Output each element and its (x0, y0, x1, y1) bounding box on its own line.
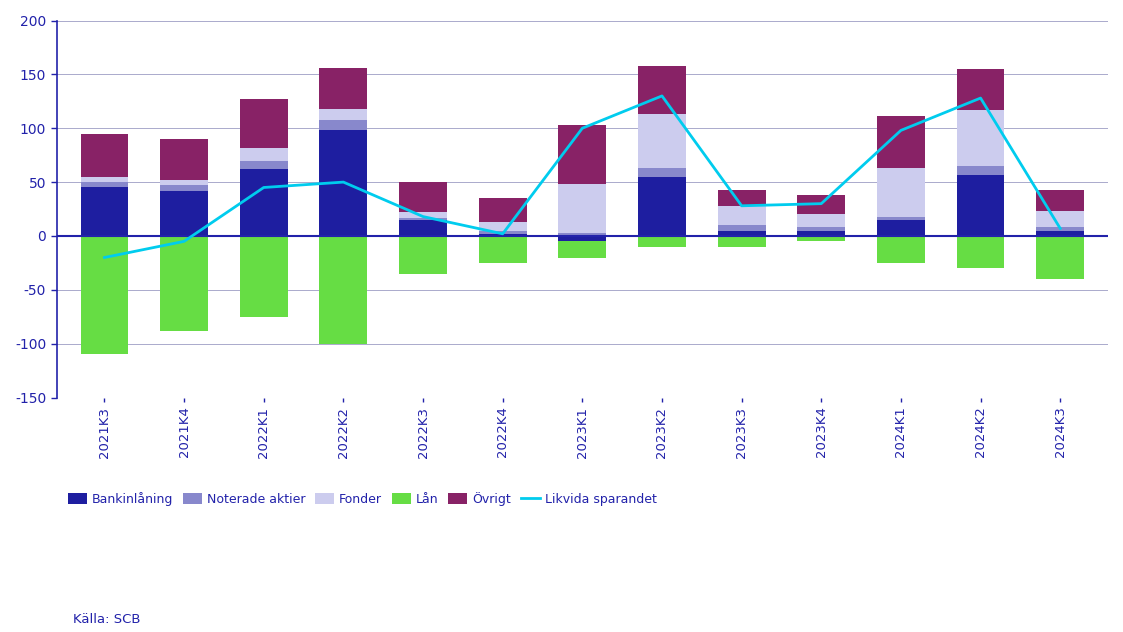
Bar (399, 212, 447, 217)
Bar (718, 236, 766, 246)
Bar (161, 236, 208, 331)
Bar (558, 125, 606, 185)
Bar (877, 220, 925, 236)
Bar (240, 236, 287, 317)
Bar (478, 198, 527, 222)
Text: Källa: SCB: Källa: SCB (73, 612, 140, 626)
Bar (1037, 231, 1084, 236)
Bar (877, 236, 925, 263)
Bar (161, 185, 208, 191)
Bar (877, 217, 925, 220)
Bar (797, 231, 846, 236)
Bar (877, 116, 925, 168)
Bar (478, 236, 527, 263)
Bar (957, 174, 1004, 236)
Bar (161, 139, 208, 180)
Bar (797, 228, 846, 231)
Bar (957, 69, 1004, 110)
Bar (638, 168, 686, 177)
Bar (957, 236, 1004, 268)
Bar (558, 236, 606, 241)
Bar (718, 231, 766, 236)
Bar (240, 161, 287, 169)
Bar (1037, 236, 1084, 279)
Bar (718, 225, 766, 231)
Bar (1037, 211, 1084, 228)
Bar (81, 188, 128, 236)
Bar (320, 68, 367, 109)
Bar (161, 191, 208, 236)
Bar (718, 190, 766, 206)
Bar (877, 168, 925, 217)
Bar (81, 177, 128, 182)
Bar (957, 166, 1004, 174)
Bar (638, 236, 686, 246)
Bar (81, 236, 128, 355)
Bar (240, 99, 287, 148)
Bar (320, 130, 367, 236)
Bar (320, 236, 367, 344)
Bar (399, 220, 447, 236)
Bar (478, 231, 527, 234)
Bar (320, 119, 367, 130)
Bar (320, 109, 367, 119)
Bar (638, 66, 686, 114)
Legend: Bankinlåning, Noterade aktier, Fonder, Lån, Övrigt, Likvida sparandet: Bankinlåning, Noterade aktier, Fonder, L… (63, 487, 661, 511)
Bar (161, 180, 208, 185)
Bar (478, 222, 527, 231)
Bar (718, 206, 766, 225)
Bar (1037, 190, 1084, 211)
Bar (558, 185, 606, 233)
Bar (957, 110, 1004, 166)
Bar (399, 217, 447, 220)
Bar (638, 177, 686, 236)
Bar (399, 182, 447, 212)
Bar (797, 214, 846, 228)
Bar (240, 148, 287, 161)
Bar (797, 236, 846, 241)
Bar (240, 169, 287, 236)
Bar (1037, 228, 1084, 231)
Bar (478, 234, 527, 236)
Bar (558, 241, 606, 257)
Bar (558, 233, 606, 236)
Bar (399, 236, 447, 274)
Bar (81, 133, 128, 177)
Bar (81, 182, 128, 188)
Bar (638, 114, 686, 168)
Bar (797, 195, 846, 214)
